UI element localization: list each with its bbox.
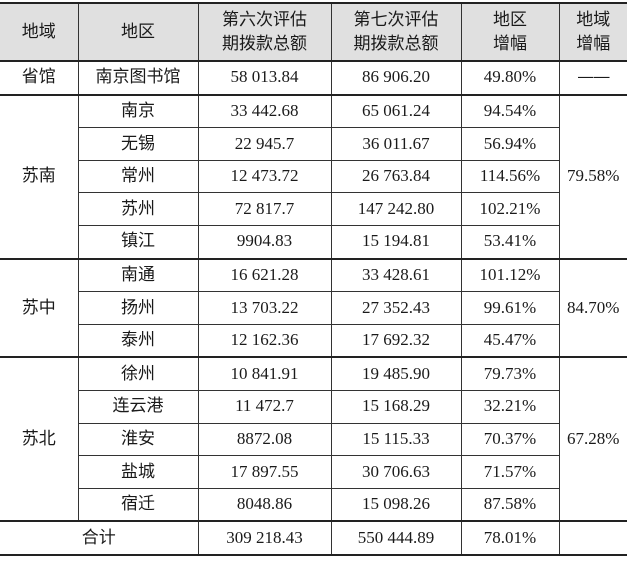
table-body: 省馆 南京图书馆 58 013.84 86 906.20 49.80% —— 苏… <box>0 60 627 556</box>
sixth-total-cell: 9904.83 <box>197 224 332 260</box>
sixth-total-cell: 10 841.91 <box>197 356 332 391</box>
district-cell: 镇江 <box>77 224 199 260</box>
seventh-total-cell: 15 168.29 <box>330 389 462 424</box>
header-sixth-total: 第六次评估 期拨款总额 <box>197 2 332 62</box>
region-cell: 苏中 <box>0 258 79 359</box>
total-label: 合计 <box>0 520 199 556</box>
district-cell: 徐州 <box>77 356 199 391</box>
sixth-total-cell: 33 442.68 <box>197 94 332 129</box>
seventh-total-cell: 19 485.90 <box>330 356 462 391</box>
district-growth-cell: 49.80% <box>460 60 560 96</box>
table-row: 省馆 南京图书馆 58 013.84 86 906.20 49.80% —— <box>0 60 627 96</box>
table-row: 宿迁 8048.86 15 098.26 87.58% <box>0 487 627 523</box>
table-row: 连云港 11 472.7 15 168.29 32.21% <box>0 389 627 424</box>
district-cell: 连云港 <box>77 389 199 424</box>
table-row: 苏南 南京 33 442.68 65 061.24 94.54% 79.58% <box>0 94 627 260</box>
region-cell: 苏北 <box>0 356 79 523</box>
district-cell: 宿迁 <box>77 487 199 523</box>
district-cell: 常州 <box>77 159 199 194</box>
seventh-total-cell: 65 061.24 <box>330 94 462 129</box>
district-cell: 淮安 <box>77 422 199 457</box>
table-row: 泰州 12 162.36 17 692.32 45.47% <box>0 323 627 359</box>
district-growth-cell: 56.94% <box>460 127 560 161</box>
seventh-total-cell: 15 194.81 <box>330 224 462 260</box>
district-cell: 盐城 <box>77 455 199 489</box>
seventh-total-cell: 36 011.67 <box>330 127 462 161</box>
seventh-total-cell: 15 115.33 <box>330 422 462 457</box>
sixth-total-cell: 22 945.7 <box>197 127 332 161</box>
sixth-total-cell: 72 817.7 <box>197 192 332 226</box>
district-growth-cell: 32.21% <box>460 389 560 424</box>
district-cell: 无锡 <box>77 127 199 161</box>
sixth-total-cell: 12 162.36 <box>197 323 332 359</box>
seventh-total-cell: 15 098.26 <box>330 487 462 523</box>
sixth-total-cell: 13 703.22 <box>197 291 332 325</box>
table-row: 无锡 22 945.7 36 011.67 56.94% <box>0 127 627 161</box>
table-row: 常州 12 473.72 26 763.84 114.56% <box>0 159 627 194</box>
total-sixth-cell: 309 218.43 <box>197 520 332 556</box>
district-growth-cell: 45.47% <box>460 323 560 359</box>
region-growth-cell: 67.28% <box>558 356 627 523</box>
seventh-total-cell: 147 242.80 <box>330 192 462 226</box>
district-cell: 苏州 <box>77 192 199 226</box>
district-growth-cell: 101.12% <box>460 258 560 293</box>
sixth-total-cell: 17 897.55 <box>197 455 332 489</box>
table-header: 地域 地区 第六次评估 期拨款总额 第七次评估 期拨款总额 地区 增幅 地域 增… <box>0 2 627 62</box>
sixth-total-cell: 8048.86 <box>197 487 332 523</box>
district-cell: 南京图书馆 <box>77 60 199 96</box>
sixth-total-cell: 58 013.84 <box>197 60 332 96</box>
table-row: 淮安 8872.08 15 115.33 70.37% <box>0 422 627 457</box>
seventh-total-cell: 17 692.32 <box>330 323 462 359</box>
district-growth-cell: 94.54% <box>460 94 560 129</box>
district-cell: 南通 <box>77 258 199 293</box>
district-cell: 扬州 <box>77 291 199 325</box>
region-cell: 省馆 <box>0 60 79 96</box>
header-district: 地区 <box>77 2 199 62</box>
seventh-total-cell: 27 352.43 <box>330 291 462 325</box>
seventh-total-cell: 33 428.61 <box>330 258 462 293</box>
district-growth-cell: 79.73% <box>460 356 560 391</box>
header-row: 地域 地区 第六次评估 期拨款总额 第七次评估 期拨款总额 地区 增幅 地域 增… <box>0 2 627 62</box>
table-row: 苏州 72 817.7 147 242.80 102.21% <box>0 192 627 226</box>
district-growth-cell: 102.21% <box>460 192 560 226</box>
total-seventh-cell: 550 444.89 <box>330 520 462 556</box>
district-growth-cell: 71.57% <box>460 455 560 489</box>
sixth-total-cell: 11 472.7 <box>197 389 332 424</box>
total-row: 合计 309 218.43 550 444.89 78.01% <box>0 520 627 556</box>
header-district-growth: 地区 增幅 <box>460 2 560 62</box>
total-growth-cell: 78.01% <box>460 520 560 556</box>
region-growth-cell: 79.58% <box>558 94 627 260</box>
region-growth-cell: —— <box>558 60 627 96</box>
district-cell: 南京 <box>77 94 199 129</box>
header-seventh-total: 第七次评估 期拨款总额 <box>330 2 462 62</box>
district-growth-cell: 99.61% <box>460 291 560 325</box>
header-region: 地域 <box>0 2 79 62</box>
table-row: 扬州 13 703.22 27 352.43 99.61% <box>0 291 627 325</box>
region-growth-cell: 84.70% <box>558 258 627 359</box>
seventh-total-cell: 26 763.84 <box>330 159 462 194</box>
district-growth-cell: 70.37% <box>460 422 560 457</box>
seventh-total-cell: 30 706.63 <box>330 455 462 489</box>
total-region-growth-cell <box>558 520 627 556</box>
region-cell: 苏南 <box>0 94 79 260</box>
table-row: 苏北 徐州 10 841.91 19 485.90 79.73% 67.28% <box>0 356 627 523</box>
district-growth-cell: 53.41% <box>460 224 560 260</box>
sixth-total-cell: 12 473.72 <box>197 159 332 194</box>
header-region-growth: 地域 增幅 <box>558 2 627 62</box>
table-row: 苏中 南通 16 621.28 33 428.61 101.12% 84.70% <box>0 258 627 359</box>
district-growth-cell: 87.58% <box>460 487 560 523</box>
sixth-total-cell: 16 621.28 <box>197 258 332 293</box>
district-cell: 泰州 <box>77 323 199 359</box>
funding-table: 地域 地区 第六次评估 期拨款总额 第七次评估 期拨款总额 地区 增幅 地域 增… <box>0 2 627 556</box>
sixth-total-cell: 8872.08 <box>197 422 332 457</box>
district-growth-cell: 114.56% <box>460 159 560 194</box>
seventh-total-cell: 86 906.20 <box>330 60 462 96</box>
table-row: 镇江 9904.83 15 194.81 53.41% <box>0 224 627 260</box>
table-row: 盐城 17 897.55 30 706.63 71.57% <box>0 455 627 489</box>
